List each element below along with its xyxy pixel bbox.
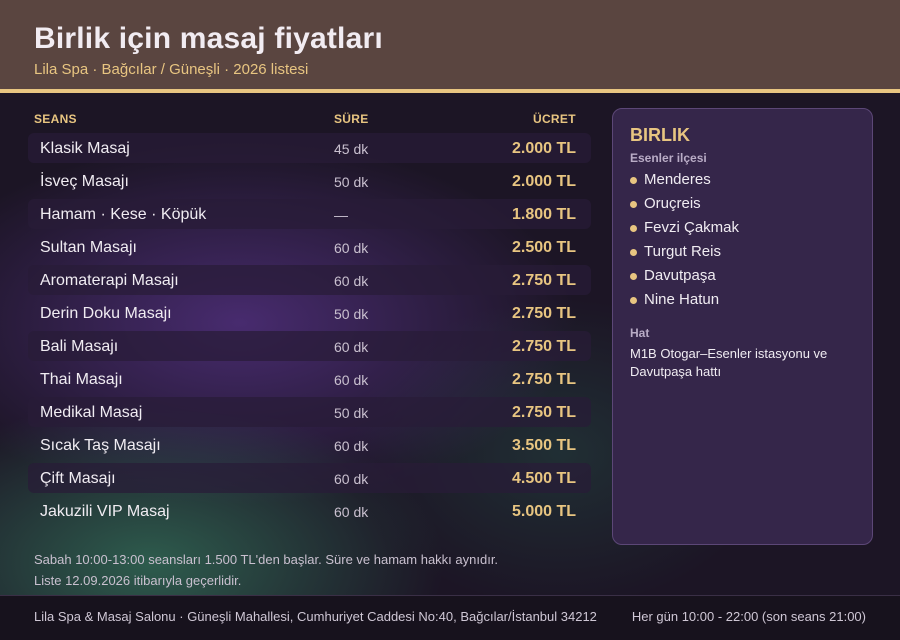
table-row: Jakuzili VIP Masaj 60 dk 5.000 TL [28,496,591,529]
service-name: Klasik Masaj [40,140,130,157]
service-name: Medikal Masaj [40,404,143,421]
service-price: 2.000 TL [511,140,576,157]
service-price: 4.500 TL [511,470,576,487]
price-table: Klasik Masaj 45 dk 2.000 TL İsveç Masajı 50 … [28,133,591,529]
header-divider [0,89,900,93]
neighborhood-name: Turgut Reis [644,243,721,260]
service-name: İsveç Masajı [40,173,129,190]
neighborhood-item: Menderes [630,171,739,195]
service-name: Jakuzili VIP Masaj [40,503,170,520]
page-title: Birlik için masaj fiyatları [34,22,383,55]
neighborhood-item: Fevzi Çakmak [630,219,739,243]
district-subtitle: Esenler ilçesi [630,151,707,165]
service-duration: 60 dk [334,273,369,289]
neighborhood-item: Turgut Reis [630,243,739,267]
service-duration: 60 dk [334,240,369,256]
service-duration: 60 dk [334,339,369,355]
bullet-dot-icon [630,273,637,280]
service-duration: 50 dk [334,306,369,322]
table-row: Thai Masajı 60 dk 2.750 TL [28,364,591,397]
note-morning-sessions: Sabah 10:00-13:00 seansları 1.500 TL'den… [34,552,499,567]
neighborhood-item: Davutpaşa [630,267,739,291]
district-panel: BIRLIK Esenler ilçesi Menderes Oruçreis Fe… [612,108,873,545]
bullet-dot-icon [630,249,637,256]
service-price: 2.500 TL [511,239,576,256]
table-row: İsveç Masajı 50 dk 2.000 TL [28,166,591,199]
service-price: 3.500 TL [511,437,576,454]
bullet-dot-icon [630,177,637,184]
page-footer: Lila Spa & Masaj Salonu · Güneşli Mahall… [0,595,900,640]
service-duration: 50 dk [334,405,369,421]
service-duration: 60 dk [334,438,369,454]
neighborhood-name: Menderes [644,171,711,188]
service-price: 2.750 TL [511,305,576,322]
service-price: 5.000 TL [511,503,576,520]
service-name: Sıcak Taş Masajı [40,437,161,454]
table-row: Medikal Masaj 50 dk 2.750 TL [28,397,591,427]
table-row: Aromaterapi Masajı 60 dk 2.750 TL [28,265,591,295]
table-row: Sultan Masajı 60 dk 2.500 TL [28,232,591,265]
service-duration: 45 dk [334,141,369,157]
district-title: BIRLIK [630,125,690,145]
neighborhood-name: Oruçreis [644,195,701,212]
service-name: Hamam · Kese · Köpük [40,206,207,223]
table-row: Derin Doku Masajı 50 dk 2.750 TL [28,298,591,331]
neighborhood-item: Oruçreis [630,195,739,219]
footer-address: Lila Spa & Masaj Salonu · Güneşli Mahall… [34,609,597,624]
service-price: 2.750 TL [511,338,576,355]
column-header-duration: SÜRE [334,112,369,126]
service-price: 2.000 TL [511,173,576,190]
service-name: Bali Masajı [40,338,119,355]
column-header-service: SEANS [34,112,77,126]
service-price: 2.750 TL [511,371,576,388]
service-price: 2.750 TL [511,404,576,421]
footer-hours: Her gün 10:00 - 22:00 (son seans 21:00) [631,609,866,624]
service-duration: 60 dk [334,504,369,520]
service-name: Çift Masajı [40,470,116,487]
transit-line-text: M1B Otogar–Esenler istasyonu ve Davutpaş… [630,346,828,379]
transit-line-label: Hat [630,326,650,340]
neighborhood-name: Fevzi Çakmak [644,219,740,236]
service-name: Thai Masajı [40,371,123,388]
neighborhood-name: Nine Hatun [644,291,720,308]
service-price: 1.800 TL [511,206,576,223]
table-row: Çift Masajı 60 dk 4.500 TL [28,463,591,493]
service-duration: 50 dk [334,174,369,190]
service-name: Derin Doku Masajı [40,305,172,322]
neighborhood-list: Menderes Oruçreis Fevzi Çakmak Turgut Reis D… [630,171,739,315]
column-header-price: ÜCRET [533,112,576,126]
service-duration: 60 dk [334,471,369,487]
table-row: Klasik Masaj 45 dk 2.000 TL [28,133,591,163]
table-row: Bali Masajı 60 dk 2.750 TL [28,331,591,361]
page-subtitle: Lila Spa · Bağcılar / Güneşli · 2026 lis… [34,61,309,78]
service-name: Aromaterapi Masajı [40,272,179,289]
table-row: Hamam · Kese · Köpük — 1.800 TL [28,199,591,229]
neighborhood-name: Davutpaşa [644,267,716,284]
bullet-dot-icon [630,225,637,232]
bullet-dot-icon [630,201,637,208]
neighborhood-item: Nine Hatun [630,291,739,315]
page-header [0,0,900,89]
service-price: 2.750 TL [511,272,576,289]
table-row: Sıcak Taş Masajı 60 dk 3.500 TL [28,430,591,463]
service-name: Sultan Masajı [40,239,137,256]
bullet-dot-icon [630,297,637,304]
service-duration: — [334,207,348,223]
service-duration: 60 dk [334,372,369,388]
note-validity: Liste 12.09.2026 itibarıyla geçerlidir. [34,573,242,588]
